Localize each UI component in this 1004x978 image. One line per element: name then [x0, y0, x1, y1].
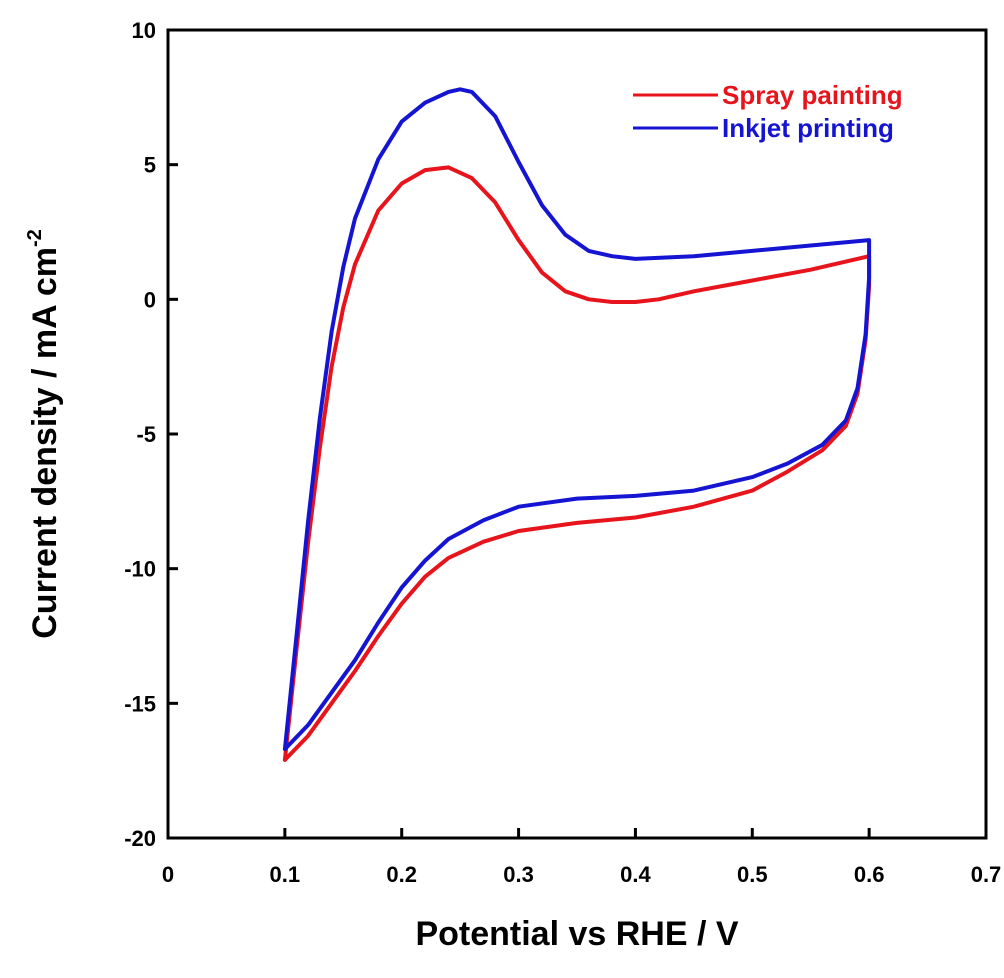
y-tick-label: 10 — [132, 18, 156, 43]
x-tick-label: 0.2 — [386, 862, 417, 887]
y-tick-label: 0 — [144, 287, 156, 312]
x-axis-title: Potential vs RHE / V — [415, 915, 738, 953]
y-tick-label: -20 — [124, 826, 156, 851]
legend-label-spray-painting: Spray painting — [722, 80, 903, 110]
x-tick-label: 0.4 — [620, 862, 651, 887]
legend-label-inkjet-printing: Inkjet printing — [722, 113, 894, 143]
y-tick-label: -15 — [124, 691, 156, 716]
x-tick-label: 0.5 — [737, 862, 768, 887]
y-axis-title-group: Current density / mA cm-2 — [24, 229, 64, 639]
series-line-inkjet-printing — [282, 87, 872, 752]
x-tick-label: 0.3 — [503, 862, 534, 887]
series-lines — [282, 87, 872, 762]
y-tick-label: -5 — [136, 422, 156, 447]
axis-tick-labels: 0 0.1 0.2 0.3 0.4 0.5 0.6 0.7 -20 -15 -10 -5 0 5 10 — [124, 18, 1001, 887]
x-tick-label: 0 — [162, 862, 174, 887]
series-line-spray-painting — [282, 165, 872, 762]
legend: Spray painting Inkjet printing — [633, 80, 903, 143]
x-tick-label: 0.1 — [270, 862, 301, 887]
y-axis-title-main: Current density / mA cm — [26, 247, 64, 639]
axis-ticks — [166, 28, 988, 840]
x-tick-label: 0.7 — [971, 862, 1002, 887]
x-tick-label: 0.6 — [854, 862, 885, 887]
y-axis-title: Current density / mA cm-2 — [24, 229, 64, 639]
y-tick-label: 5 — [144, 153, 156, 178]
y-axis-title-superscript: -2 — [24, 229, 46, 247]
y-tick-label: -10 — [124, 557, 156, 582]
